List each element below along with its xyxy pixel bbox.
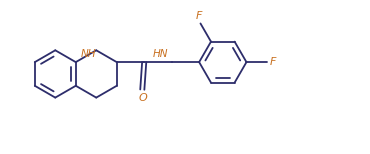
Text: F: F [270,57,276,67]
Text: F: F [196,11,202,21]
Text: NH: NH [81,49,97,59]
Text: HN: HN [153,49,169,59]
Text: O: O [139,93,147,103]
